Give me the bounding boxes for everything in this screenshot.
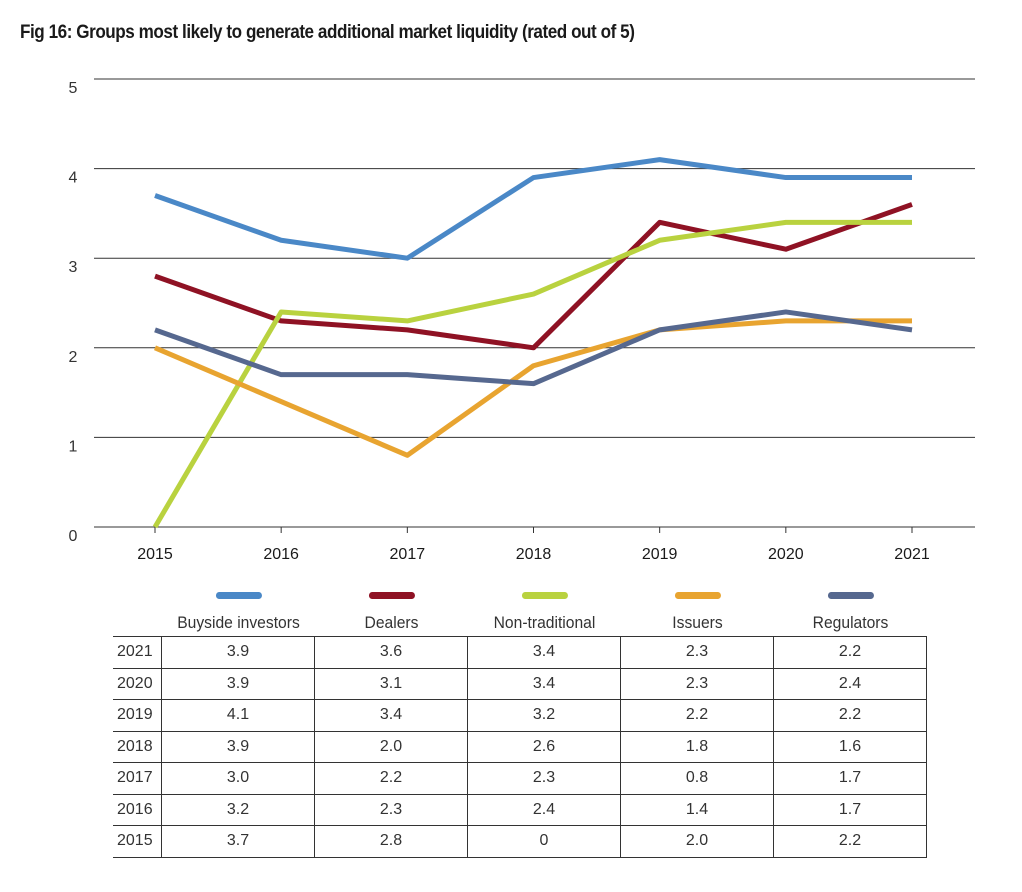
legend-swatch [368, 592, 414, 599]
x-axis: 2015 2016 2017 2018 2019 2020 2021 [137, 527, 930, 563]
table-body: 2021 3.9 3.6 3.4 2.3 2.2 2020 3.9 3.1 3.4 2.3 2.4 20… [113, 636, 927, 858]
table-cell: 2.4 [467, 793, 621, 826]
legend-entry: Non-traditional [474, 590, 615, 637]
y-tick-label: 4 [69, 170, 78, 187]
legend-swatch [215, 592, 261, 599]
table-cell: 2.3 [620, 636, 774, 669]
y-tick-label: 1 [69, 438, 78, 455]
legend-entry: Buyside investors [168, 590, 309, 637]
series-line-buyside-investors [154, 157, 912, 261]
table-cell: 2.3 [620, 667, 774, 700]
x-tick-label: 2016 [263, 546, 299, 563]
legend-label: Dealers [364, 613, 418, 632]
table-cell: 3.4 [467, 636, 621, 669]
table-year-cell: 2015 [113, 825, 162, 858]
table-cell: 1.4 [620, 793, 774, 826]
table-cell: 2.8 [314, 825, 468, 858]
table-cell: 3.9 [161, 636, 315, 669]
series-line-regulators [154, 309, 913, 387]
table-cell: 3.7 [161, 825, 315, 858]
table-cell: 3.2 [467, 699, 621, 732]
y-tick-label: 5 [69, 80, 78, 97]
legend-swatch [827, 592, 873, 599]
table-row: 2018 3.9 2.0 2.6 1.8 1.6 [113, 730, 927, 763]
legend-label: Buyside investors [176, 613, 300, 632]
table-cell: 3.2 [161, 793, 315, 826]
table-cell: 2.3 [314, 793, 468, 826]
table-row: 2015 3.7 2.8 0 2.0 2.2 [113, 825, 927, 858]
table-row: 2016 3.2 2.3 2.4 1.4 1.7 [113, 793, 927, 826]
table-cell: 1.6 [773, 730, 927, 763]
series-line-dealers [154, 202, 913, 351]
table-row: 2020 3.9 3.1 3.4 2.3 2.4 [113, 667, 927, 700]
legend-entry: Dealers [321, 590, 462, 637]
table-year-cell: 2018 [113, 730, 162, 763]
table-cell: 2.4 [773, 667, 927, 700]
table-cell: 2.2 [620, 699, 774, 732]
legend-entry: Issuers [627, 590, 768, 637]
table-header-row: Buyside investors Dealers Non-traditional I… [113, 590, 927, 637]
legend-label: Issuers [671, 613, 723, 632]
y-tick-label: 2 [69, 349, 78, 366]
table-cell: 1.7 [773, 762, 927, 795]
table-cell: 0 [467, 825, 621, 858]
x-tick-label: 2018 [516, 546, 552, 563]
table-cell: 2.3 [467, 762, 621, 795]
data-table: Buyside investors Dealers Non-traditional I… [113, 590, 927, 858]
legend-swatch [521, 592, 567, 599]
table-row: 2021 3.9 3.6 3.4 2.3 2.2 [113, 636, 927, 669]
table-year-cell: 2017 [113, 762, 162, 795]
series-lines [152, 157, 913, 529]
series-line-non-traditional [152, 219, 912, 529]
legend-label: Non-traditional [493, 613, 595, 632]
table-cell: 2.6 [467, 730, 621, 763]
table-cell: 3.1 [314, 667, 468, 700]
table-row: 2017 3.0 2.2 2.3 0.8 1.7 [113, 762, 927, 795]
table-corner [115, 590, 160, 637]
table-year-cell: 2020 [113, 667, 162, 700]
table-cell: 2.2 [773, 636, 927, 669]
table-cell: 2.2 [773, 699, 927, 732]
x-tick-label: 2021 [894, 546, 930, 563]
table-year-cell: 2016 [113, 793, 162, 826]
table-cell: 2.0 [620, 825, 774, 858]
table-cell: 3.4 [467, 667, 621, 700]
table-cell: 3.6 [314, 636, 468, 669]
y-tick-label: 3 [69, 259, 78, 276]
x-tick-label: 2015 [137, 546, 173, 563]
x-tick-label: 2017 [390, 546, 426, 563]
legend-swatch [674, 592, 720, 599]
table-cell: 0.8 [620, 762, 774, 795]
x-tick-label: 2019 [642, 546, 678, 563]
table-cell: 3.4 [314, 699, 468, 732]
y-axis: 0 1 2 3 4 5 [69, 80, 78, 545]
table-cell: 2.2 [773, 825, 927, 858]
table-cell: 3.9 [161, 667, 315, 700]
x-tick-label: 2020 [768, 546, 804, 563]
table-cell: 4.1 [161, 699, 315, 732]
table-cell: 2.2 [314, 762, 468, 795]
line-chart: 0 1 2 3 4 5 2015 2016 2017 2018 2019 2020 2021 [69, 78, 975, 563]
y-tick-label: 0 [69, 528, 78, 545]
table-year-cell: 2021 [113, 636, 162, 669]
table-cell: 3.9 [161, 730, 315, 763]
table-row: 2019 4.1 3.4 3.2 2.2 2.2 [113, 699, 927, 732]
table-year-cell: 2019 [113, 699, 162, 732]
table-cell: 1.7 [773, 793, 927, 826]
legend-entry: Regulators [780, 590, 921, 637]
table-cell: 3.0 [161, 762, 315, 795]
table-cell: 1.8 [620, 730, 774, 763]
table-cell: 2.0 [314, 730, 468, 763]
legend-label: Regulators [812, 613, 888, 632]
chart-title: Fig 16: Groups most likely to generate a… [20, 22, 635, 43]
series-line-issuers [154, 318, 912, 458]
